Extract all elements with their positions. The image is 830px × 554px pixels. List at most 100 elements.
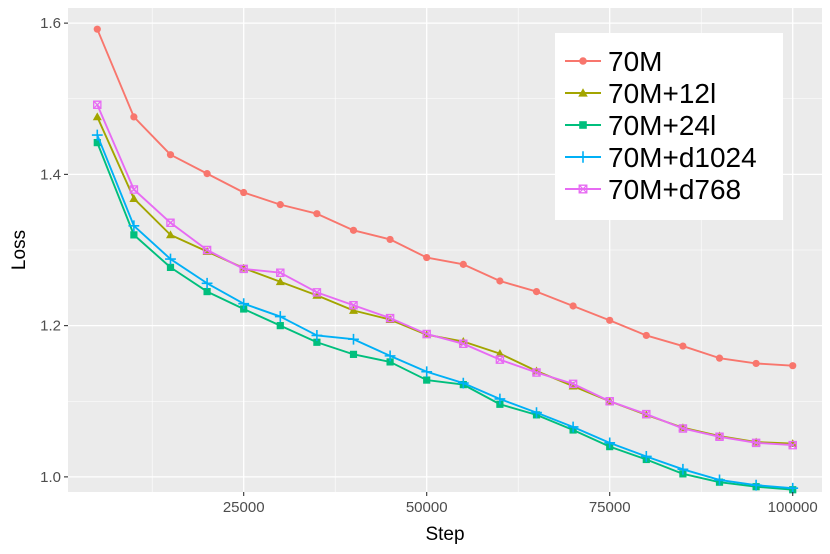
- data-point-70m: [93, 25, 101, 33]
- data-point-70m-plus-d768: [459, 339, 468, 349]
- data-point-70m-plus-d1024: [91, 129, 103, 141]
- data-point-70m-plus-d768: [532, 368, 541, 377]
- data-point-70m-plus-d1024: [750, 479, 762, 491]
- data-point-70m-plus-d1024: [677, 463, 689, 475]
- data-point-70m-plus-24l: [166, 263, 175, 271]
- data-point-70m-plus-d768: [678, 424, 688, 433]
- data-point-70m-plus-d1024: [348, 333, 359, 345]
- data-point-70m: [789, 362, 797, 370]
- data-point-70m: [386, 235, 394, 244]
- series-layer: [91, 25, 799, 494]
- x-tick-label: 75000: [589, 499, 631, 516]
- series-line-70m: [96, 28, 793, 367]
- data-point-70m-plus-d768: [568, 379, 578, 389]
- data-point-70m-plus-d768: [751, 438, 761, 448]
- data-point-70m-plus-d1024: [640, 451, 652, 462]
- series-line-70m-plus-24l: [96, 142, 793, 491]
- data-point-70m: [569, 302, 577, 310]
- legend-key-marker: [579, 121, 587, 129]
- x-tick-label: 50000: [406, 499, 448, 516]
- x-axis: 25000 50000 75000 100000: [223, 492, 818, 516]
- series-line-70m-plus-d768: [96, 104, 793, 447]
- data-point-70m-plus-d768: [422, 329, 431, 339]
- y-axis: 1.0 1.2 1.4 1.6: [40, 15, 68, 486]
- data-point-70m-plus-d1024: [238, 298, 250, 310]
- legend-label: 70M+24l: [608, 110, 716, 141]
- data-point-70m-plus-24l: [349, 350, 358, 358]
- data-point-70m: [496, 277, 504, 285]
- legend-key-marker: [578, 184, 588, 194]
- data-point-70m: [349, 226, 358, 234]
- legend-label: 70M+12l: [608, 78, 716, 109]
- legend-item-70m: 70M: [565, 46, 662, 77]
- data-point-70m-plus-d1024: [384, 350, 396, 362]
- data-point-70m-plus-d1024: [128, 220, 140, 232]
- data-point-70m-plus-d1024: [311, 330, 323, 341]
- data-point-70m: [606, 316, 614, 324]
- data-point-70m: [203, 170, 211, 178]
- legend-label: 70M: [608, 46, 662, 77]
- data-point-70m-plus-d768: [788, 440, 797, 450]
- data-point-70m-plus-d1024: [567, 421, 579, 433]
- legend-item-70m-plus-12l: 70M+12l: [565, 78, 716, 109]
- data-point-70m: [679, 342, 687, 350]
- data-point-70m-plus-d1024: [604, 437, 616, 449]
- data-point-70m-plus-12l: [129, 194, 139, 202]
- data-point-70m-plus-24l: [313, 338, 321, 346]
- series-70m-plus-d768: [93, 100, 797, 450]
- legend-label: 70M+d768: [608, 174, 741, 205]
- data-point-70m-plus-d768: [93, 100, 102, 110]
- data-point-70m-plus-12l: [348, 306, 358, 314]
- data-point-70m-plus-12l: [165, 230, 175, 239]
- legend-item-70m-plus-24l: 70M+24l: [565, 110, 716, 141]
- data-point-70m-plus-24l: [423, 376, 431, 384]
- data-point-70m: [459, 260, 467, 268]
- legend-label: 70M+d1024: [608, 142, 757, 173]
- data-point-70m: [423, 253, 431, 262]
- data-point-70m-plus-d768: [495, 355, 505, 364]
- data-point-70m-plus-d768: [166, 218, 175, 228]
- data-point-70m: [240, 188, 248, 197]
- data-point-70m-plus-d1024: [274, 311, 286, 322]
- legend-key-marker: [578, 88, 588, 97]
- legend-item-70m-plus-d1024: 70M+d1024: [565, 142, 757, 173]
- data-point-70m-plus-12l: [275, 277, 285, 286]
- data-point-70m: [313, 210, 321, 218]
- data-point-70m: [642, 331, 650, 340]
- data-point-70m-plus-d768: [239, 264, 248, 274]
- data-point-70m-plus-d768: [312, 288, 322, 297]
- data-point-70m: [532, 287, 541, 296]
- y-axis-title: Loss: [9, 230, 30, 270]
- data-point-70m-plus-d1024: [787, 482, 799, 494]
- data-point-70m-plus-d768: [385, 313, 395, 323]
- data-point-70m: [276, 201, 284, 209]
- data-point-70m: [752, 359, 760, 368]
- legend-key-marker: [579, 57, 587, 65]
- data-point-70m-plus-d1024: [494, 393, 506, 405]
- x-tick-label: 25000: [223, 499, 265, 516]
- data-point-70m-plus-d1024: [531, 407, 542, 418]
- y-tick-label: 1.6: [40, 15, 61, 32]
- data-point-70m-plus-d768: [276, 268, 285, 277]
- data-point-70m-plus-d1024: [165, 253, 176, 265]
- data-point-70m-plus-d768: [129, 185, 139, 194]
- data-point-70m-plus-d768: [349, 300, 358, 310]
- y-tick-label: 1.0: [40, 469, 61, 486]
- data-point-70m-plus-d1024: [421, 366, 433, 378]
- series-70m: [93, 25, 797, 370]
- y-tick-label: 1.2: [40, 318, 61, 335]
- data-point-70m-plus-24l: [130, 231, 138, 239]
- data-point-70m-plus-d1024: [457, 377, 469, 389]
- x-tick-label: 100000: [768, 499, 818, 516]
- data-point-70m-plus-12l: [312, 290, 322, 299]
- data-point-70m-plus-12l: [495, 349, 505, 357]
- data-point-70m-plus-24l: [276, 322, 284, 330]
- data-point-70m: [715, 354, 724, 362]
- data-point-70m: [130, 113, 138, 121]
- legend-item-70m-plus-d768: 70M+d768: [565, 174, 741, 205]
- x-axis-title: Step: [425, 524, 464, 545]
- series-line-70m-plus-d1024: [96, 134, 793, 490]
- data-point-70m-plus-d1024: [201, 277, 213, 289]
